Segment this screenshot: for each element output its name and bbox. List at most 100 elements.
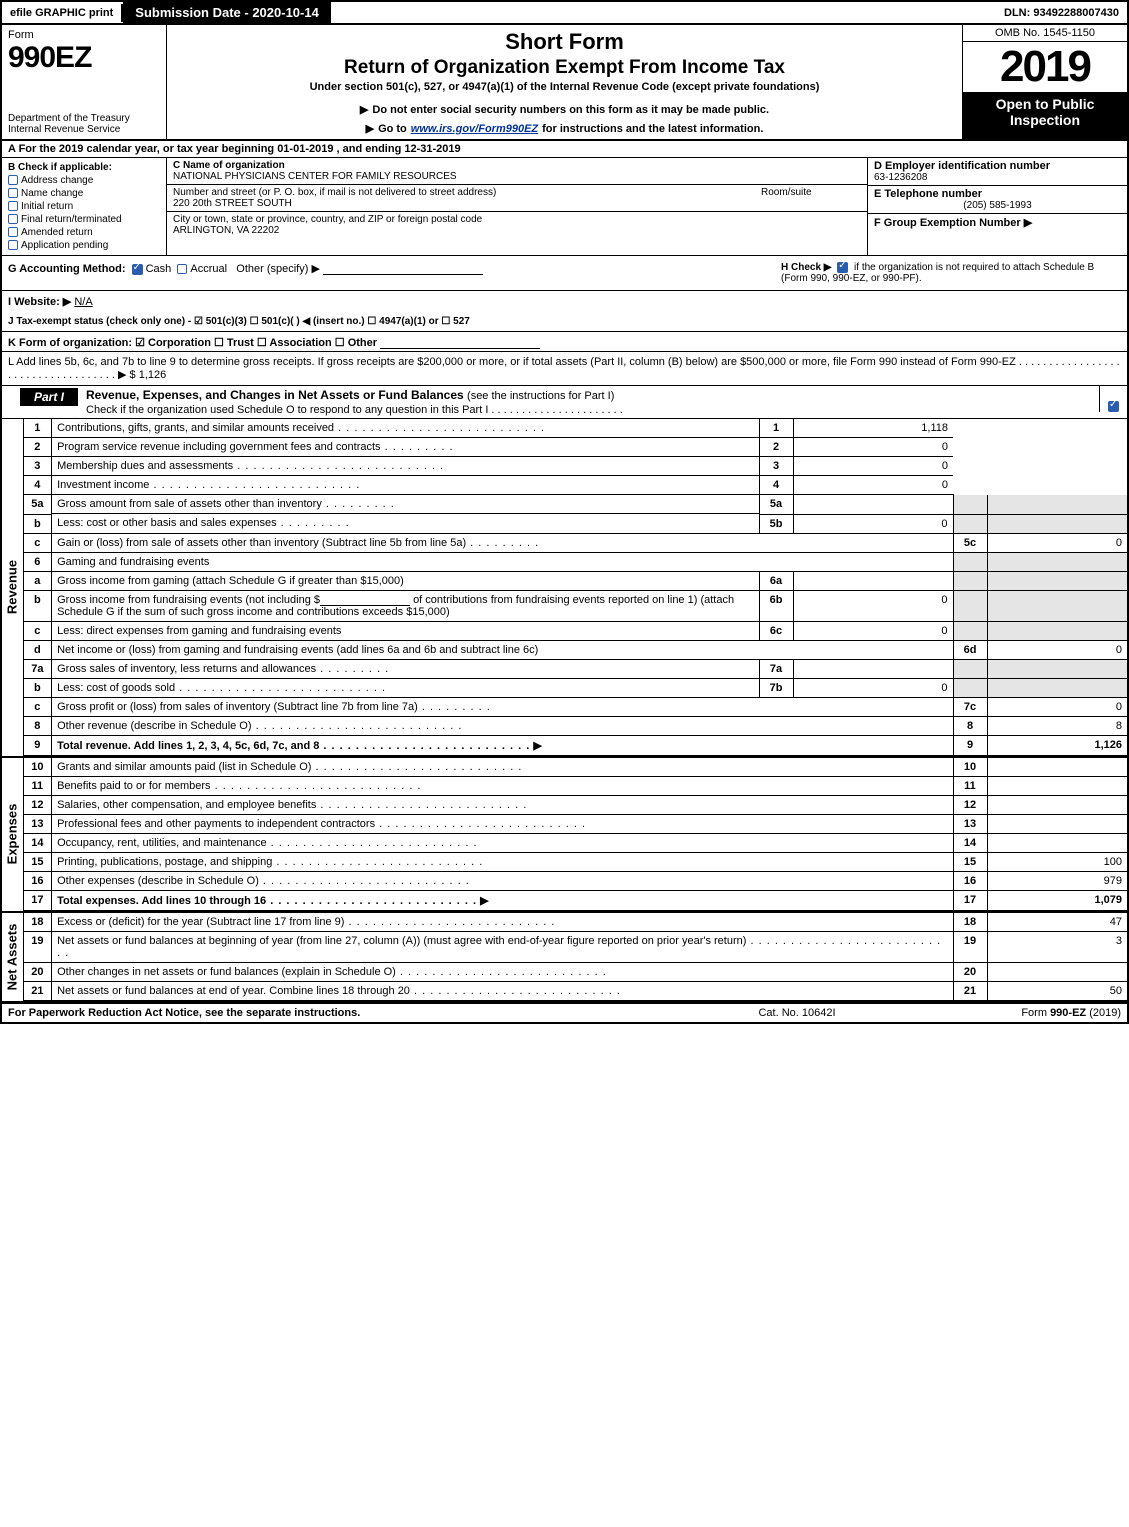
table-row: 14Occupancy, rent, utilities, and mainte… bbox=[24, 833, 1127, 852]
table-row: 2Program service revenue including gover… bbox=[24, 438, 1127, 457]
instr-goto: ▶ Go to www.irs.gov/Form990EZ for instru… bbox=[175, 122, 954, 135]
arrow-icon: ▶ bbox=[366, 122, 374, 135]
opt-name-change[interactable]: Name change bbox=[8, 188, 160, 199]
checkbox-icon[interactable] bbox=[177, 264, 187, 274]
net-assets-side-label: Net Assets bbox=[2, 913, 24, 1001]
part1-title: Revenue, Expenses, and Changes in Net As… bbox=[78, 386, 1099, 418]
opt-application-pending[interactable]: Application pending bbox=[8, 240, 160, 251]
phone-label: E Telephone number bbox=[874, 188, 1121, 200]
table-row: bLess: cost of goods sold7b0 bbox=[24, 678, 1127, 697]
table-row: cGross profit or (loss) from sales of in… bbox=[24, 697, 1127, 716]
table-row: bLess: cost or other basis and sales exp… bbox=[24, 514, 1127, 533]
g-label: G Accounting Method: bbox=[8, 263, 126, 275]
footer-center: Cat. No. 10642I bbox=[687, 1004, 907, 1022]
checkbox-icon[interactable] bbox=[8, 214, 18, 224]
city-label: City or town, state or province, country… bbox=[173, 214, 482, 225]
opt-initial-return[interactable]: Initial return bbox=[8, 201, 160, 212]
table-row: 9Total revenue. Add lines 1, 2, 3, 4, 5c… bbox=[24, 735, 1127, 755]
expenses-side-label: Expenses bbox=[2, 758, 24, 911]
arrow-icon: ▶ bbox=[360, 103, 368, 116]
part1-sub: (see the instructions for Part I) bbox=[467, 390, 614, 402]
box-b: B Check if applicable: Address change Na… bbox=[2, 158, 167, 255]
expenses-table: 10Grants and similar amounts paid (list … bbox=[24, 758, 1127, 911]
table-row: aGross income from gaming (attach Schedu… bbox=[24, 571, 1127, 590]
instr2-pre: Go to bbox=[378, 123, 407, 135]
row-tax-exempt: J Tax-exempt status (check only one) - ☑… bbox=[0, 312, 1129, 332]
opt-amended-return[interactable]: Amended return bbox=[8, 227, 160, 238]
expenses-section: Expenses 10Grants and similar amounts pa… bbox=[0, 758, 1129, 911]
net-assets-table: 18Excess or (deficit) for the year (Subt… bbox=[24, 913, 1127, 1001]
checkbox-checked-icon[interactable] bbox=[1108, 401, 1119, 412]
opt-cash: Cash bbox=[146, 263, 172, 275]
table-row: 18Excess or (deficit) for the year (Subt… bbox=[24, 913, 1127, 932]
header-center: Short Form Return of Organization Exempt… bbox=[167, 25, 962, 139]
instr2-post: for instructions and the latest informat… bbox=[542, 123, 763, 135]
checkbox-checked-icon[interactable] bbox=[837, 262, 848, 273]
opt-final-return[interactable]: Final return/terminated bbox=[8, 214, 160, 225]
website-label: I Website: ▶ bbox=[8, 296, 71, 308]
phone: (205) 585-1993 bbox=[874, 200, 1121, 211]
revenue-side-label: Revenue bbox=[2, 419, 24, 756]
under-section: Under section 501(c), 527, or 4947(a)(1)… bbox=[175, 81, 954, 93]
tax-year: 2019 bbox=[963, 42, 1127, 92]
return-title: Return of Organization Exempt From Incom… bbox=[175, 57, 954, 79]
city: ARLINGTON, VA 22202 bbox=[173, 225, 482, 236]
checkbox-icon[interactable] bbox=[8, 175, 18, 185]
schedule-b-check: H Check ▶ if the organization is not req… bbox=[781, 262, 1121, 284]
accounting-method: G Accounting Method: Cash Accrual Other … bbox=[8, 262, 741, 284]
row-website: I Website: ▶ N/A bbox=[0, 291, 1129, 312]
table-row: 7aGross sales of inventory, less returns… bbox=[24, 659, 1127, 678]
table-row: 20Other changes in net assets or fund ba… bbox=[24, 962, 1127, 981]
group-exemption-label: F Group Exemption Number ▶ bbox=[874, 216, 1121, 229]
form-header: Form 990EZ Department of the Treasury In… bbox=[0, 25, 1129, 141]
table-row: 13Professional fees and other payments t… bbox=[24, 814, 1127, 833]
table-row: 21Net assets or fund balances at end of … bbox=[24, 981, 1127, 1000]
table-row: 1Contributions, gifts, grants, and simil… bbox=[24, 419, 1127, 438]
table-row: 11Benefits paid to or for members11 bbox=[24, 776, 1127, 795]
dln: DLN: 93492288007430 bbox=[996, 4, 1127, 22]
table-row: 10Grants and similar amounts paid (list … bbox=[24, 758, 1127, 777]
addr-label: Number and street (or P. O. box, if mail… bbox=[173, 187, 731, 198]
instr1-text: Do not enter social security numbers on … bbox=[372, 104, 769, 116]
table-row: dNet income or (loss) from gaming and fu… bbox=[24, 640, 1127, 659]
h-label: H Check ▶ bbox=[781, 262, 831, 273]
opt-accrual: Accrual bbox=[190, 263, 227, 275]
net-assets-section: Net Assets 18Excess or (deficit) for the… bbox=[0, 913, 1129, 1001]
box-d-e-f: D Employer identification number 63-1236… bbox=[867, 158, 1127, 255]
page-footer: For Paperwork Reduction Act Notice, see … bbox=[0, 1003, 1129, 1024]
table-row: 5aGross amount from sale of assets other… bbox=[24, 495, 1127, 515]
box-b-title: B Check if applicable: bbox=[8, 162, 160, 173]
opt-address-change[interactable]: Address change bbox=[8, 175, 160, 186]
website-value: N/A bbox=[74, 296, 92, 308]
efile-label[interactable]: efile GRAPHIC print bbox=[2, 4, 123, 22]
submission-date: Submission Date - 2020-10-14 bbox=[123, 2, 331, 23]
checkbox-icon[interactable] bbox=[8, 188, 18, 198]
part1-label: Part I bbox=[20, 388, 78, 406]
checkbox-checked-icon[interactable] bbox=[132, 264, 143, 275]
form-word: Form bbox=[8, 29, 160, 41]
irs-link[interactable]: www.irs.gov/Form990EZ bbox=[411, 123, 538, 135]
checkbox-icon[interactable] bbox=[8, 227, 18, 237]
part1-check-line: Check if the organization used Schedule … bbox=[86, 404, 623, 416]
table-row: 12Salaries, other compensation, and empl… bbox=[24, 795, 1127, 814]
top-bar: efile GRAPHIC print Submission Date - 20… bbox=[0, 0, 1129, 25]
table-row: 8Other revenue (describe in Schedule O)8… bbox=[24, 716, 1127, 735]
table-row: cGain or (loss) from sale of assets othe… bbox=[24, 533, 1127, 552]
row-l-text: L Add lines 5b, 6c, and 7b to line 9 to … bbox=[8, 356, 1120, 381]
instr-no-ssn: ▶ Do not enter social security numbers o… bbox=[175, 103, 954, 116]
table-row: bGross income from fundraising events (n… bbox=[24, 590, 1127, 621]
box-c: C Name of organization NATIONAL PHYSICIA… bbox=[167, 158, 867, 255]
part1-checkbox-cell bbox=[1099, 386, 1127, 412]
table-row: 15Printing, publications, postage, and s… bbox=[24, 852, 1127, 871]
row-gross-receipts: L Add lines 5b, 6c, and 7b to line 9 to … bbox=[0, 352, 1129, 386]
table-row: 17Total expenses. Add lines 10 through 1… bbox=[24, 890, 1127, 910]
checkbox-icon[interactable] bbox=[8, 240, 18, 250]
line-a: A For the 2019 calendar year, or tax yea… bbox=[0, 141, 1129, 158]
revenue-section: Revenue 1Contributions, gifts, grants, a… bbox=[0, 419, 1129, 756]
row-g-h: G Accounting Method: Cash Accrual Other … bbox=[0, 256, 1129, 291]
addr: 220 20th STREET SOUTH bbox=[173, 198, 731, 209]
checkbox-icon[interactable] bbox=[8, 201, 18, 211]
table-row: 4Investment income40 bbox=[24, 476, 1127, 495]
opt-other: Other (specify) ▶ bbox=[236, 263, 320, 275]
header-right: OMB No. 1545-1150 2019 Open to Public In… bbox=[962, 25, 1127, 139]
